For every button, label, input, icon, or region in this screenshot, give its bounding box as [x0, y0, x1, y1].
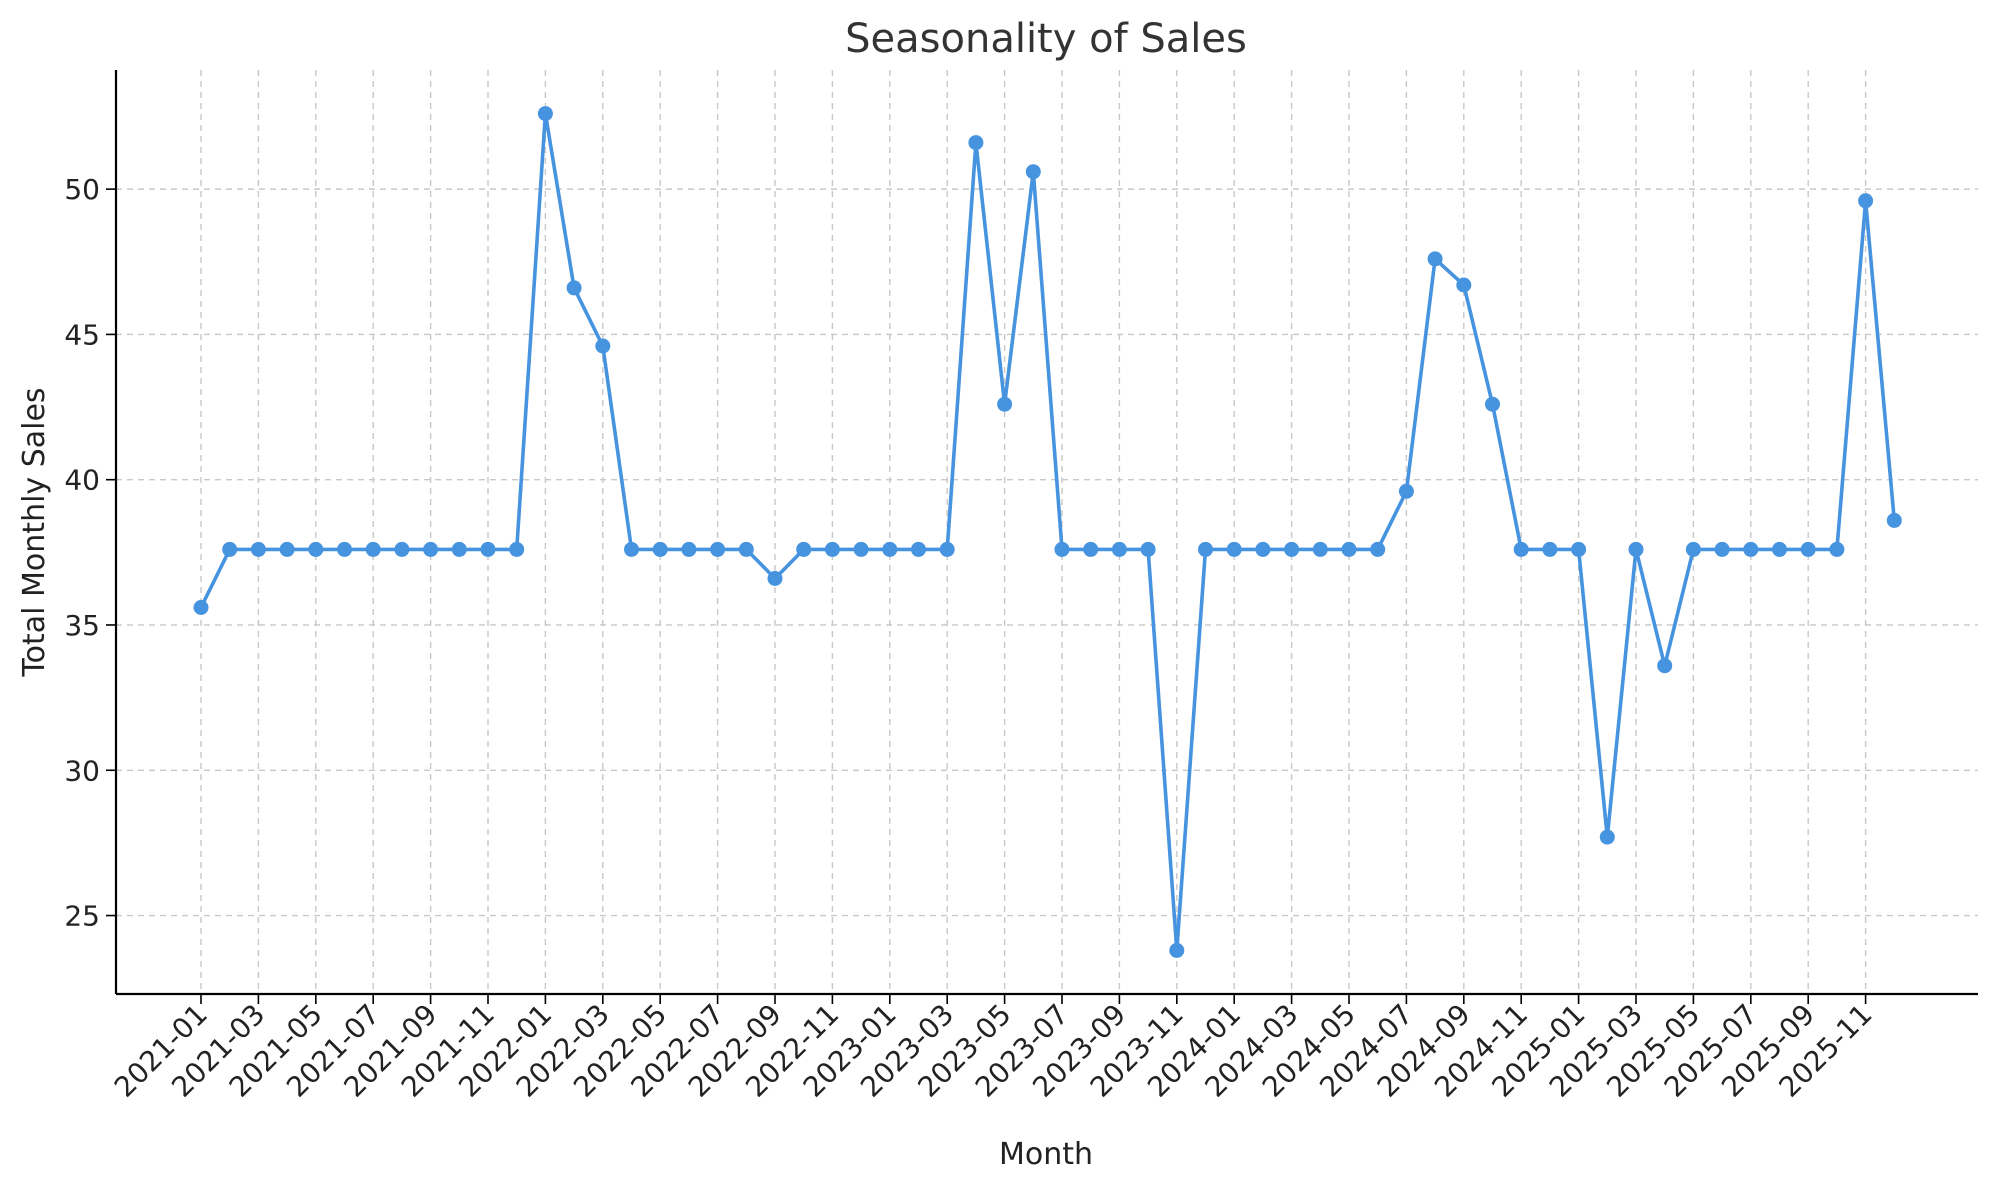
data-point	[1370, 541, 1386, 557]
series-line	[199, 111, 1897, 953]
data-point	[1599, 829, 1615, 845]
x-axis-label: Month	[999, 1137, 1093, 1172]
data-point	[1226, 541, 1242, 557]
data-point	[1858, 193, 1874, 209]
data-point	[624, 541, 639, 557]
data-point	[1341, 541, 1357, 557]
x-axis-ticks: 2021-012021-032021-052021-072021-092021-…	[108, 994, 1879, 1104]
data-point	[1800, 541, 1816, 557]
data-point	[853, 541, 869, 557]
data-point	[824, 541, 840, 557]
chart-title: Seasonality of Sales	[845, 16, 1247, 62]
y-tick-label: 40	[64, 464, 100, 497]
data-point	[1628, 541, 1644, 557]
y-tick-label: 25	[64, 900, 100, 933]
data-point	[566, 280, 582, 296]
data-point	[738, 541, 754, 557]
data-point	[509, 541, 525, 557]
data-point	[1054, 541, 1070, 557]
y-tick-label: 35	[64, 609, 100, 642]
data-point	[1485, 396, 1500, 412]
data-point	[1886, 512, 1902, 528]
data-point	[911, 541, 926, 557]
data-point	[480, 541, 496, 557]
data-point	[1427, 251, 1443, 267]
data-point	[652, 541, 668, 557]
data-point	[710, 541, 726, 557]
data-point	[796, 541, 812, 557]
data-point	[1743, 541, 1759, 557]
data-point	[997, 396, 1013, 412]
data-point	[308, 541, 324, 557]
data-point	[1169, 942, 1185, 958]
data-point	[1542, 541, 1558, 557]
data-point	[1714, 541, 1730, 557]
data-point	[1657, 658, 1673, 674]
axes	[114, 70, 1978, 996]
grid	[116, 70, 1978, 994]
data-point	[681, 541, 697, 557]
data-point	[1456, 277, 1472, 293]
data-point	[1571, 541, 1587, 557]
data-point	[423, 541, 439, 557]
data-point	[882, 541, 898, 557]
data-point	[451, 541, 467, 557]
y-axis-label: Total Monthly Sales	[17, 387, 52, 677]
data-point	[279, 541, 295, 557]
y-tick-label: 50	[64, 173, 100, 206]
data-point	[767, 571, 783, 586]
data-point	[222, 541, 238, 557]
data-point	[1083, 541, 1099, 557]
data-point	[1111, 541, 1127, 557]
data-point	[1398, 483, 1414, 499]
data-point	[1772, 541, 1787, 557]
series-group	[193, 106, 1902, 958]
data-point	[1284, 541, 1300, 557]
data-point	[1025, 164, 1041, 180]
data-point	[1513, 541, 1529, 557]
data-point	[939, 541, 955, 557]
data-point	[1685, 541, 1701, 557]
data-point	[1829, 541, 1845, 557]
y-tick-label: 30	[64, 754, 100, 787]
y-axis-ticks: 25 30 35 40 45 50	[64, 173, 116, 933]
data-point	[250, 541, 266, 557]
data-point	[337, 541, 352, 557]
data-point	[1255, 541, 1271, 557]
data-point	[1312, 541, 1328, 557]
data-point	[1140, 541, 1156, 557]
data-point	[968, 135, 984, 151]
y-tick-label: 45	[64, 318, 100, 351]
data-point	[193, 600, 209, 615]
data-point	[595, 338, 611, 354]
data-point	[365, 541, 381, 557]
data-point	[1198, 541, 1213, 557]
data-point	[394, 541, 410, 557]
data-point	[537, 106, 553, 122]
